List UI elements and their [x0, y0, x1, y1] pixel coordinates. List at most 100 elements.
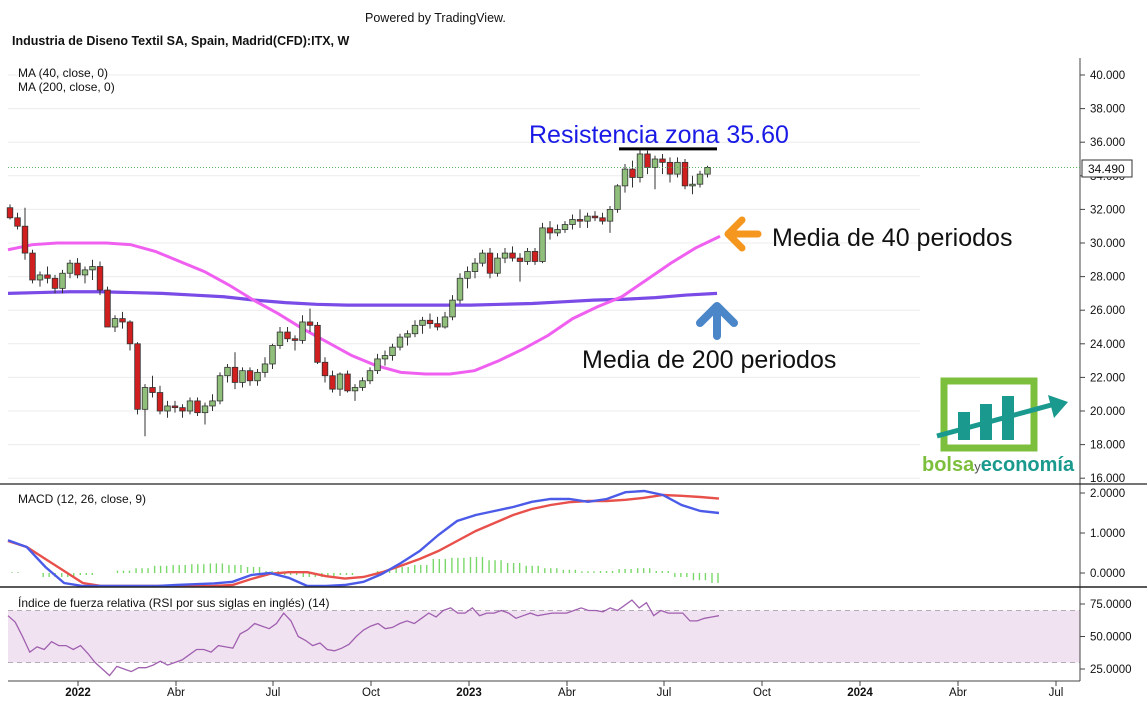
candle: [501, 248, 509, 264]
rsi-axis: 75.0000 50.0000 25.0000: [1080, 599, 1132, 676]
candle: [66, 259, 74, 279]
candle: [479, 249, 486, 267]
candle-body: [51, 277, 59, 289]
candle-body: [381, 355, 389, 360]
candle: [44, 266, 51, 284]
macd-tick-label: 1.0000: [1090, 528, 1125, 540]
ma200-line: [7, 290, 718, 307]
candle: [464, 266, 471, 289]
time-tick-label: 2024: [847, 687, 873, 699]
rsi-tick-label: 75.0000: [1090, 599, 1132, 611]
candle-body: [44, 274, 51, 279]
candle-body: [689, 183, 696, 187]
candle-body: [569, 219, 576, 225]
price-tick-label: 28.000: [1090, 272, 1125, 284]
price-tick-label: 38.000: [1090, 104, 1125, 116]
rsi-line: [7, 599, 720, 677]
candle: [569, 214, 576, 230]
logo-text-y: y: [974, 459, 981, 474]
candle: [696, 170, 704, 188]
candle-body: [426, 319, 434, 325]
rsi-layer: [7, 599, 720, 677]
ma40-layer: [7, 234, 721, 376]
candle: [419, 316, 426, 334]
bolsayeconomia-logo: bolsayeconomía: [922, 377, 1075, 476]
rsi-band: [8, 610, 1080, 663]
candle: [59, 269, 66, 294]
candle: [126, 320, 134, 351]
candle: [561, 221, 569, 233]
candle: [494, 253, 501, 277]
candle-body: [141, 387, 149, 410]
resistance-annotation: Resistencia zona 35.60: [529, 121, 789, 149]
svg-text:bolsayeconomía: bolsayeconomía: [922, 454, 1075, 476]
candle: [689, 175, 696, 195]
candle: [659, 153, 666, 175]
candle: [539, 222, 546, 264]
candle-body: [6, 207, 14, 219]
candle-body: [456, 277, 464, 301]
candle-body: [531, 250, 539, 262]
candle: [246, 367, 254, 386]
rsi-tick-label: 25.0000: [1090, 664, 1132, 676]
candle-body: [389, 346, 396, 356]
candle-body: [411, 324, 419, 335]
candle: [629, 160, 636, 188]
candle-body: [644, 153, 651, 168]
candle: [291, 335, 299, 351]
candle-body: [629, 168, 636, 178]
candle-body: [464, 271, 471, 279]
candle-body: [186, 400, 194, 412]
candle: [584, 212, 591, 228]
candle: [231, 352, 239, 390]
candle-body: [21, 225, 29, 254]
price-tick-label: 30.000: [1090, 238, 1125, 250]
candle: [186, 397, 194, 415]
candle-body: [336, 373, 344, 390]
candle-body: [576, 219, 584, 222]
candle-body: [164, 405, 171, 412]
candle: [554, 224, 561, 237]
last-price-box: [1081, 159, 1133, 178]
candle: [104, 286, 111, 328]
candle-body: [36, 274, 44, 281]
candle-body: [96, 266, 104, 291]
price-tick-label: 22.000: [1090, 372, 1125, 384]
time-tick-label: Abr: [558, 687, 576, 699]
candle-body: [486, 252, 494, 274]
candle-body: [606, 208, 614, 222]
candle-body: [546, 227, 554, 234]
ma40-legend: MA (40, close, 0): [18, 66, 108, 80]
candle: [276, 327, 284, 349]
candle: [344, 370, 351, 393]
orange-arrow-icon: [724, 216, 762, 252]
candle-body: [704, 166, 711, 175]
price-tick-label: 36.000: [1090, 137, 1125, 149]
candle-body: [681, 161, 689, 187]
time-tick-label: 2022: [65, 687, 91, 699]
candle-body: [321, 361, 329, 377]
candle-body: [89, 266, 96, 271]
candle-body: [359, 380, 366, 388]
candle: [411, 320, 419, 338]
candle-body: [276, 331, 284, 346]
candle-body: [104, 289, 111, 328]
candle-body: [246, 370, 254, 382]
time-tick-label: 2023: [456, 687, 482, 699]
candle-body: [224, 366, 231, 377]
candle-body: [126, 321, 134, 345]
candle-body: [344, 373, 351, 392]
price-tick-label: 16.000: [1090, 473, 1125, 485]
candle: [89, 259, 96, 280]
candle-body: [59, 272, 66, 289]
candle: [396, 333, 404, 351]
macd-tick-label: 2.0000: [1090, 488, 1125, 500]
candle: [96, 261, 104, 296]
candle-body: [254, 371, 261, 382]
candle-body: [231, 366, 239, 383]
candle-body: [314, 324, 321, 363]
candle: [614, 184, 621, 213]
candle: [239, 367, 246, 388]
candle: [351, 384, 359, 401]
